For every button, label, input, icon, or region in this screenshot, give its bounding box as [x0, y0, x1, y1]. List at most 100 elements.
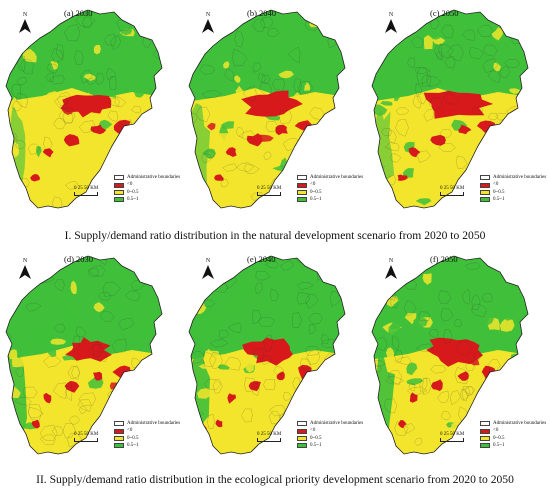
scale-text: 0 25 50 KM [440, 186, 465, 191]
legend-label: 0.5~1 [493, 443, 505, 449]
legend: Administrative boundaries <0 0~0.5 0.5~1 [114, 174, 180, 204]
legend: Administrative boundaries <0 0~0.5 0.5~1 [480, 420, 546, 450]
scale-bar: 0 25 50 KM [440, 432, 464, 442]
legend-label: 0~0.5 [127, 189, 139, 195]
map-panel-f: N (f) 2050 0 25 50 KM Administrative bounda… [368, 248, 548, 460]
legend-item: 0.5~1 [480, 442, 546, 449]
legend-label: 0.5~1 [127, 443, 139, 449]
scale-bar: 0 25 50 KM [257, 186, 281, 196]
deficit-cluster [426, 337, 483, 367]
legend-swatch [297, 436, 307, 442]
panel-label: (d) 2030 [64, 254, 94, 264]
map-panel-b: N (b) 2040 0 25 50 KM Administrative bounda… [185, 2, 365, 214]
scale-text: 0 25 50 KM [74, 432, 99, 437]
legend-swatch [480, 190, 490, 196]
legend-swatch [480, 428, 490, 434]
panel-label: (b) 2040 [247, 8, 277, 18]
legend-item: 0~0.5 [297, 189, 363, 196]
legend-swatch [114, 197, 124, 203]
choropleth-map [371, 255, 529, 455]
legend-swatch [114, 428, 124, 434]
legend-swatch [114, 175, 124, 181]
map-panel-d: N (d) 2030 0 25 50 KM Administrative bounda… [2, 248, 182, 460]
legend-item: 0~0.5 [480, 435, 546, 442]
legend-item: 0~0.5 [114, 435, 180, 442]
north-label: N [22, 258, 28, 264]
legend-item: <0 [480, 181, 546, 188]
legend-swatch [297, 421, 307, 427]
legend-item: <0 [480, 427, 546, 434]
legend-swatch [114, 436, 124, 442]
legend: Administrative boundaries <0 0~0.5 0.5~1 [114, 420, 180, 450]
scale-bar: 0 25 50 KM [257, 432, 281, 442]
panel-label: (f) 2050 [430, 254, 458, 264]
legend-label: 0.5~1 [310, 197, 322, 203]
legend-swatch [480, 436, 490, 442]
legend-label: Administrative boundaries [493, 421, 547, 426]
legend-swatch [480, 421, 490, 427]
legend-item: Administrative boundaries [480, 420, 546, 427]
choropleth-map [5, 255, 163, 455]
legend-label: <0 [310, 182, 316, 188]
deficit-cluster [423, 90, 494, 119]
legend-swatch [297, 175, 307, 181]
legend-item: 0.5~1 [480, 196, 546, 203]
caption-ecological-scenario: II. Supply/demand ratio distribution in … [36, 473, 514, 486]
scale-text: 0 25 50 KM [74, 186, 99, 191]
legend-swatch [114, 443, 124, 449]
scale-text: 0 25 50 KM [440, 432, 465, 437]
map-panel-c: N (c) 2050 0 25 50 KM Administrative bounda… [368, 2, 548, 214]
choropleth-map [371, 9, 529, 209]
legend-item: Administrative boundaries [114, 174, 180, 181]
north-arrow-icon: N [201, 12, 215, 35]
legend-swatch [480, 175, 490, 181]
legend-swatch [114, 182, 124, 188]
legend-label: Administrative boundaries [310, 175, 364, 180]
north-arrow-icon: N [201, 258, 215, 281]
legend-item: 0.5~1 [114, 196, 180, 203]
north-label: N [205, 12, 211, 18]
legend-label: Administrative boundaries [127, 421, 181, 426]
legend-swatch [297, 443, 307, 449]
map-panel-e: N (e) 2040 0 25 50 KM Administrative bounda… [185, 248, 365, 460]
scale-text: 0 25 50 KM [257, 432, 282, 437]
scale-bar: 0 25 50 KM [74, 186, 98, 196]
legend-item: <0 [114, 181, 180, 188]
north-label: N [205, 258, 211, 264]
legend-item: 0~0.5 [114, 189, 180, 196]
north-label: N [388, 12, 394, 18]
north-label: N [22, 12, 28, 18]
legend-item: Administrative boundaries [297, 174, 363, 181]
panel-label: (a) 2030 [64, 8, 93, 18]
panel-label: (c) 2050 [430, 8, 459, 18]
legend-swatch [114, 421, 124, 427]
legend: Administrative boundaries <0 0~0.5 0.5~1 [480, 174, 546, 204]
legend-item: 0.5~1 [297, 196, 363, 203]
north-arrow-icon: N [18, 258, 32, 281]
legend: Administrative boundaries <0 0~0.5 0.5~1 [297, 174, 363, 204]
legend-label: <0 [493, 182, 499, 188]
legend-swatch [297, 428, 307, 434]
legend-swatch [114, 190, 124, 196]
legend-label: 0.5~1 [310, 443, 322, 449]
legend: Administrative boundaries <0 0~0.5 0.5~1 [297, 420, 363, 450]
caption-natural-scenario: I. Supply/demand ratio distribution in t… [64, 229, 486, 242]
legend-label: <0 [127, 428, 133, 434]
legend-item: 0.5~1 [297, 442, 363, 449]
legend-item: Administrative boundaries [114, 420, 180, 427]
legend-item: 0~0.5 [297, 435, 363, 442]
legend-label: Administrative boundaries [127, 175, 181, 180]
deficit-cluster [65, 337, 112, 362]
legend-swatch [297, 190, 307, 196]
legend-label: <0 [493, 428, 499, 434]
scale-bar: 0 25 50 KM [74, 432, 98, 442]
north-arrow-icon: N [18, 12, 32, 35]
choropleth-map [5, 9, 163, 209]
legend-item: Administrative boundaries [480, 174, 546, 181]
legend-label: 0~0.5 [493, 435, 505, 441]
legend-swatch [480, 182, 490, 188]
north-label: N [388, 258, 394, 264]
deficit-cluster [242, 337, 293, 366]
legend-item: <0 [297, 427, 363, 434]
map-panel-a: N (a) 2030 0 25 50 KM Administrative bounda… [2, 2, 182, 214]
